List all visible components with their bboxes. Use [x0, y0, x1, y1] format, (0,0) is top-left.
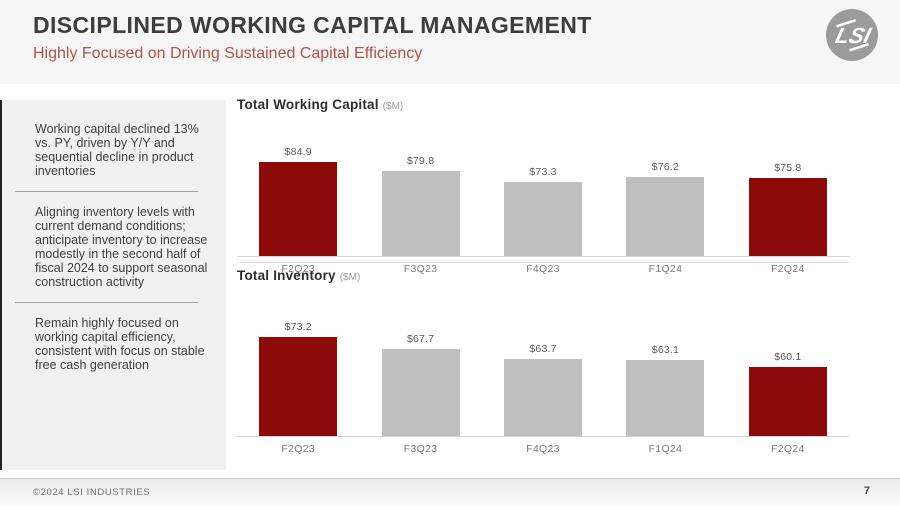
bar-value-label: $75.8 [774, 162, 802, 174]
bar [626, 360, 705, 436]
page-title: DISCIPLINED WORKING CAPITAL MANAGEMENT [33, 12, 592, 38]
x-axis-label: F1Q24 [648, 443, 683, 455]
header: DISCIPLINED WORKING CAPITAL MANAGEMENT H… [0, 0, 900, 84]
page-subtitle: Highly Focused on Driving Sustained Capi… [33, 45, 423, 62]
chart-unit-label: ($M) [382, 101, 404, 112]
bar [748, 367, 827, 436]
page-number: 7 [863, 485, 870, 497]
bar-value-label: $84.9 [284, 146, 312, 158]
bar-column: $67.7 [359, 333, 481, 436]
notes-sidebar: Working capital declined 13% vs. PY, dri… [0, 100, 226, 470]
bar [504, 182, 583, 256]
x-axis-label: F2Q23 [281, 263, 315, 275]
bar-value-label: $73.2 [284, 321, 312, 333]
bar-column: $73.3 [482, 166, 604, 256]
bar-value-label: $79.8 [406, 155, 435, 167]
x-axis-label: F2Q24 [771, 443, 805, 455]
bar-value-label: $67.7 [406, 333, 435, 345]
x-axis-label: F4Q23 [526, 263, 560, 275]
bar-column: $84.9 [237, 146, 359, 256]
bar-value-label: $63.1 [651, 344, 680, 356]
chart-total-inventory: Total Inventory ($M) $73.2 $67.7 $63.7 $63.… [237, 268, 849, 455]
chart-title: Total Working Capital ($M) [237, 97, 849, 112]
note-divider [15, 302, 198, 303]
bar-value-label: $76.2 [651, 161, 680, 173]
bar-column: $79.8 [359, 155, 481, 256]
copyright-text: ©2024 LSI INDUSTRIES [33, 487, 151, 498]
x-axis-label: F4Q23 [526, 443, 560, 455]
bar-column: $60.1 [727, 351, 849, 436]
x-axis-labels: F2Q23 F3Q23 F4Q23 F1Q24 F2Q24 [237, 263, 849, 275]
bar-value-label: $60.1 [774, 351, 802, 363]
bar-column: $73.2 [237, 321, 359, 436]
x-axis-label: F2Q24 [771, 263, 805, 275]
x-axis-labels: F2Q23 F3Q23 F4Q23 F1Q24 F2Q24 [237, 443, 849, 455]
chart-section-divider [237, 262, 849, 263]
bar-plot: $73.2 $67.7 $63.7 $63.1 $60.1 [237, 283, 849, 437]
bar-plot: $84.9 $79.8 $73.3 $76.2 $75.8 [237, 112, 849, 257]
bar-column: $76.2 [604, 161, 726, 256]
x-axis-label: F3Q23 [403, 443, 438, 455]
chart-title-text: Total Inventory [237, 268, 336, 283]
bar-column: $75.8 [727, 162, 849, 256]
bar-column: $63.1 [604, 344, 726, 436]
bar [381, 171, 460, 256]
bar [626, 177, 705, 256]
footer: ©2024 LSI INDUSTRIES 7 [0, 478, 900, 506]
bar [381, 349, 460, 436]
note-divider [15, 191, 198, 192]
bar [259, 162, 338, 256]
chart-title-text: Total Working Capital [237, 97, 379, 112]
bar [748, 178, 827, 256]
chart-unit-label: ($M) [339, 272, 361, 283]
bar-value-label: $63.7 [529, 343, 557, 355]
bar [504, 359, 583, 436]
x-axis-label: F2Q23 [281, 443, 315, 455]
note-capital-efficiency: Remain highly focused on working capital… [35, 316, 205, 372]
chart-title: Total Inventory ($M) [237, 268, 849, 283]
chart-total-working-capital: Total Working Capital ($M) $84.9 $79.8 $73… [237, 97, 849, 275]
lsi-logo-icon: LSI [825, 8, 879, 62]
note-inventory-alignment: Aligning inventory levels with current d… [35, 205, 208, 289]
note-working-capital-decline: Working capital declined 13% vs. PY, dri… [35, 122, 199, 178]
bar [259, 337, 338, 436]
x-axis-label: F3Q23 [403, 263, 438, 275]
bar-column: $63.7 [482, 343, 604, 436]
x-axis-label: F1Q24 [648, 263, 683, 275]
bar-value-label: $73.3 [529, 166, 557, 178]
